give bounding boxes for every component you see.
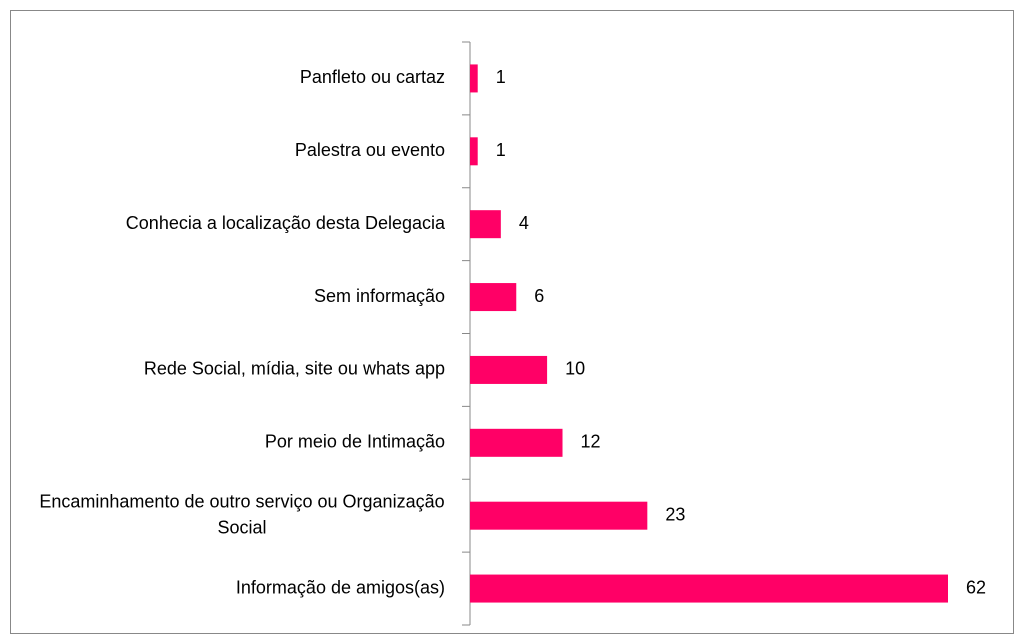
category-label: Conhecia a localização desta Delegacia — [126, 213, 446, 233]
category-label: Encaminhamento de outro serviço ou Organ… — [39, 491, 444, 537]
data-label: 1 — [496, 140, 506, 160]
bar — [470, 501, 648, 530]
category-label: Panfleto ou cartaz — [300, 67, 445, 87]
category-label: Rede Social, mídia, site ou whats app — [144, 359, 445, 379]
data-label: 6 — [534, 286, 544, 306]
bar — [470, 355, 548, 384]
category-label: Informação de amigos(as) — [236, 577, 445, 597]
bar — [470, 210, 501, 239]
data-label: 4 — [519, 213, 529, 233]
category-label: Sem informação — [314, 286, 445, 306]
category-label: Por meio de Intimação — [265, 432, 445, 452]
bar — [470, 574, 948, 603]
data-label: 10 — [565, 359, 585, 379]
data-label: 12 — [581, 432, 601, 452]
bar — [470, 137, 478, 166]
bar — [470, 283, 517, 312]
bar — [470, 428, 563, 457]
chart-border — [10, 10, 1014, 634]
data-label: 62 — [966, 577, 986, 597]
category-label: Palestra ou evento — [295, 140, 445, 160]
data-label: 23 — [665, 504, 685, 524]
bar — [470, 64, 478, 93]
data-label: 1 — [496, 67, 506, 87]
